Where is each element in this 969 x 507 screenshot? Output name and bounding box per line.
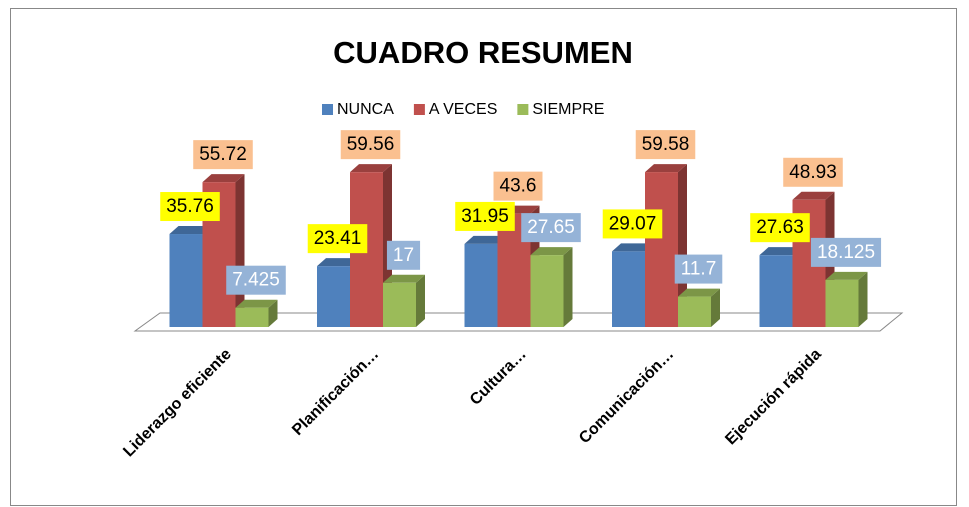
chart-title: CUADRO RESUMEN (333, 35, 633, 70)
bar-top (645, 164, 687, 173)
data-label: 11.7 (674, 254, 723, 284)
bar (317, 266, 350, 327)
legend-label: SIEMPRE (532, 101, 604, 118)
legend: NUNCA A VECES SIEMPRE (322, 101, 604, 118)
legend-swatch (322, 104, 333, 115)
bar (464, 243, 498, 327)
data-label-box (521, 213, 581, 243)
data-label-box (193, 140, 253, 170)
data-label-box (674, 254, 723, 284)
bar (235, 307, 269, 327)
data-label-text: 23.41 (314, 228, 362, 249)
bar (530, 255, 564, 327)
data-label: 18.125 (810, 237, 882, 267)
data-label: 35.76 (160, 192, 220, 222)
data-label-box (160, 192, 220, 222)
bar (383, 282, 416, 327)
bar-side (858, 271, 868, 327)
data-label-box (386, 240, 421, 270)
data-label-text: 27.65 (527, 217, 575, 238)
data-label: 27.63 (750, 213, 810, 243)
data-label-text: 17 (393, 245, 414, 266)
data-label: 27.65 (521, 213, 581, 243)
bar-side (711, 288, 720, 327)
bar-top (825, 271, 868, 280)
bar (645, 172, 678, 327)
bar (612, 251, 645, 327)
data-label-box (493, 171, 543, 201)
data-label-box (455, 201, 515, 231)
data-label: 23.41 (307, 224, 368, 254)
data-label: 7.425 (226, 265, 286, 295)
data-label-text: 35.76 (166, 196, 214, 217)
data-label-text: 48.93 (789, 162, 837, 183)
data-label-box (810, 237, 882, 267)
bar-top (759, 247, 802, 256)
data-label-text: 31.95 (461, 206, 509, 227)
bar-top (678, 288, 720, 297)
legend-label: NUNCA (337, 101, 394, 118)
bar-top (464, 235, 507, 244)
data-label-text: 27.63 (756, 217, 804, 238)
data-label: 55.72 (193, 140, 253, 170)
bar-side (678, 164, 687, 327)
data-label: 29.07 (602, 209, 663, 239)
data-label-text: 59.56 (347, 134, 395, 155)
data-label: 43.6 (493, 171, 543, 201)
data-label: 48.93 (783, 157, 843, 187)
data-label-box (340, 130, 401, 160)
bar-top (383, 274, 425, 283)
data-label-box (307, 224, 368, 254)
data-label-text: 43.6 (500, 176, 537, 197)
data-label: 17 (386, 240, 421, 270)
data-label-text: 55.72 (199, 144, 247, 165)
bar-top (235, 299, 278, 308)
data-label-text: 7.425 (232, 270, 280, 291)
data-label-text: 11.7 (681, 259, 717, 280)
data-label-text: 29.07 (609, 213, 657, 234)
data-label: 31.95 (455, 201, 515, 231)
bar (825, 279, 859, 327)
data-label: 59.56 (340, 130, 401, 160)
data-label-box (602, 209, 663, 239)
legend-label: A VECES (429, 101, 497, 118)
data-label-box (226, 265, 286, 295)
bar-side (563, 247, 573, 327)
bar-side (268, 299, 278, 327)
data-label-box (783, 157, 843, 187)
data-label: 59.58 (635, 130, 696, 160)
bar-top (317, 258, 359, 267)
bar-top (169, 226, 212, 235)
bar-top (530, 247, 573, 256)
bar-top (792, 191, 835, 200)
bar (759, 255, 793, 327)
bar-top (202, 174, 245, 183)
data-label-box (750, 213, 810, 243)
bar (169, 234, 203, 327)
data-label-text: 18.125 (817, 242, 875, 263)
legend-swatch (517, 104, 529, 115)
bar-side (416, 274, 425, 327)
data-label-text: 59.58 (642, 134, 690, 155)
bar-top (350, 164, 392, 173)
bar (678, 296, 711, 327)
bar-top (612, 243, 654, 252)
legend-swatch (413, 104, 425, 115)
data-label-box (635, 130, 696, 160)
